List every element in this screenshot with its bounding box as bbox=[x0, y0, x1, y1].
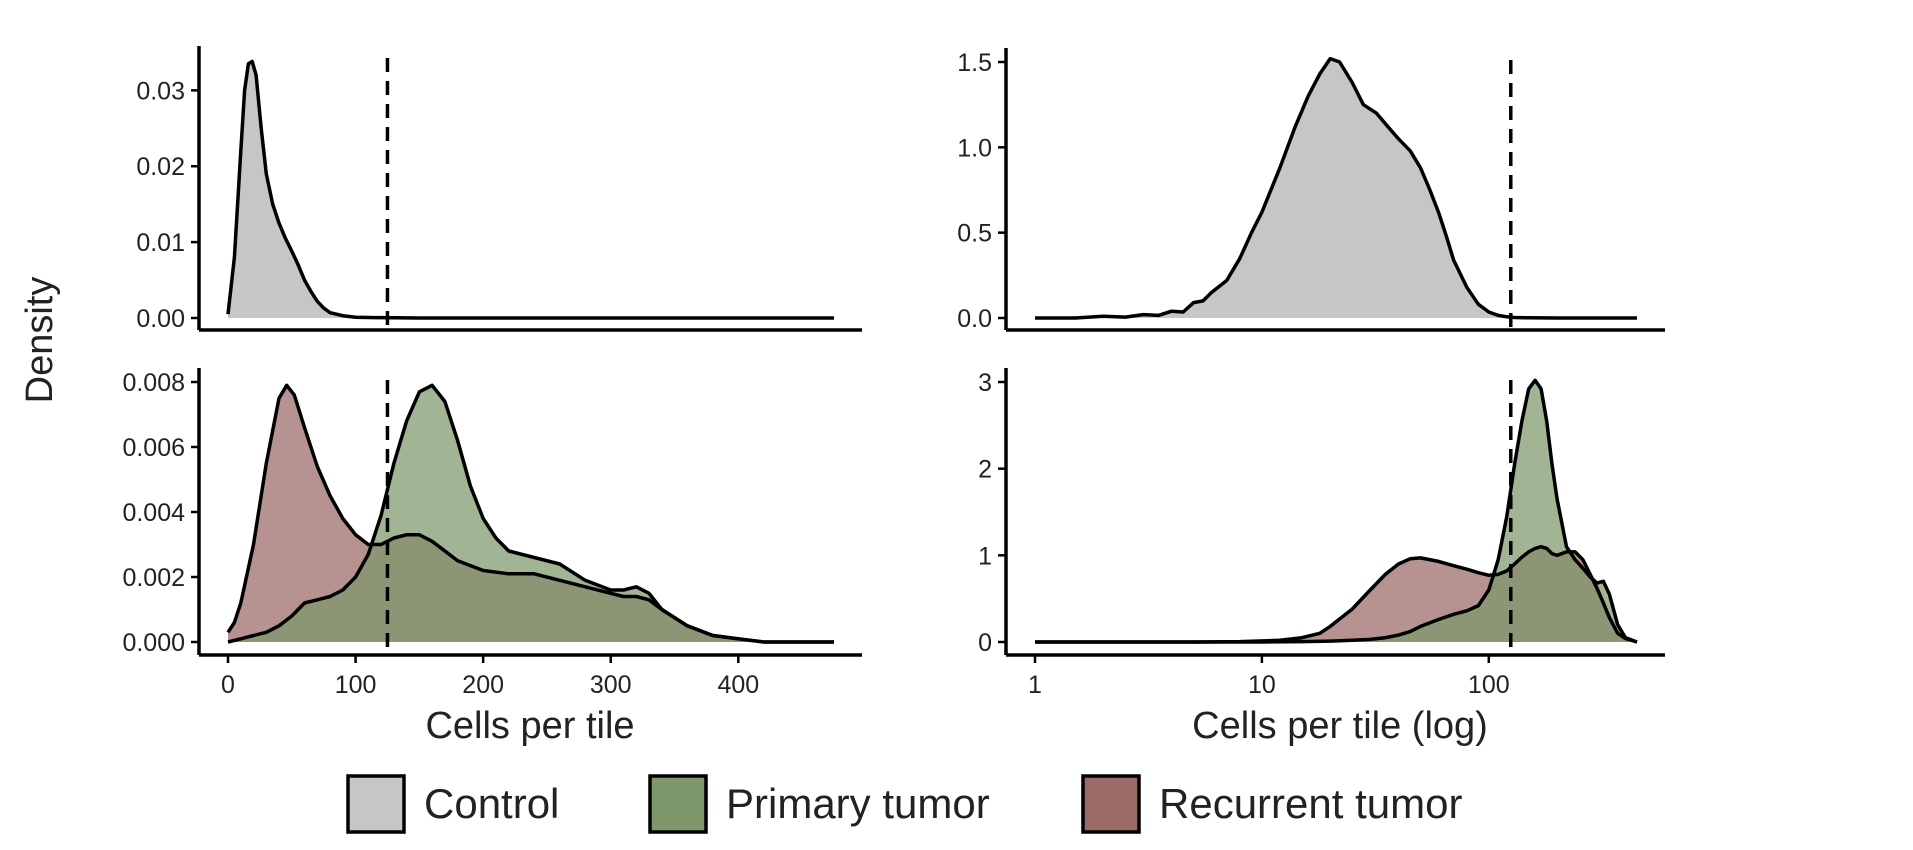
density-line-primary-bottom-left bbox=[227, 383, 834, 644]
y-tick-label-top-right: 1.5 bbox=[957, 49, 992, 77]
y-axis-title: Density bbox=[19, 277, 61, 404]
density-area-primary-bottom-left bbox=[228, 385, 834, 642]
density-line-recurrent-bottom-right bbox=[1035, 544, 1638, 644]
x-tick-label-bottom-left: 0 bbox=[221, 671, 235, 699]
y-tick-label-bottom-right: 1 bbox=[978, 542, 992, 570]
y-tick-label-bottom-right: 0 bbox=[978, 629, 992, 657]
y-tick-label-top-left: 0.03 bbox=[136, 77, 185, 105]
x-tick-label-bottom-right: 1 bbox=[1028, 671, 1042, 699]
panel-top-left: 0.00 0.01 0.02 0.03 bbox=[136, 46, 862, 333]
x-axis-title-left: Cells per tile bbox=[425, 705, 634, 747]
legend-swatch-control bbox=[346, 774, 406, 834]
x-axis-title-right: Cells per tile (log) bbox=[1192, 705, 1488, 747]
y-tick-label-bottom-left: 0.000 bbox=[122, 629, 185, 657]
x-tick-label-bottom-left: 300 bbox=[590, 671, 632, 699]
y-tick-label-top-right: 0.5 bbox=[957, 220, 992, 248]
y-tick-label-bottom-right: 3 bbox=[978, 369, 992, 397]
y-tick-label-top-left: 0.02 bbox=[136, 153, 185, 181]
density-line-primary-bottom-right bbox=[1035, 378, 1638, 644]
legend-label-primary: Primary tumor bbox=[726, 780, 990, 827]
legend: Control Primary tumor Recurrent tumor bbox=[346, 774, 1462, 834]
y-tick-label-bottom-right: 2 bbox=[978, 456, 992, 484]
density-line-control-top-right bbox=[1035, 56, 1637, 320]
x-tick-label-bottom-left: 100 bbox=[335, 671, 377, 699]
y-tick-label-top-right: 1.0 bbox=[957, 134, 992, 162]
x-tick-label-bottom-right: 100 bbox=[1468, 671, 1510, 699]
legend-label-recurrent: Recurrent tumor bbox=[1159, 780, 1462, 827]
legend-swatch-primary bbox=[648, 774, 708, 834]
y-tick-label-bottom-left: 0.006 bbox=[122, 434, 185, 462]
y-tick-label-top-right: 0.0 bbox=[957, 305, 992, 333]
y-tick-label-bottom-left: 0.008 bbox=[122, 369, 185, 397]
density-line-recurrent-bottom-left bbox=[226, 383, 834, 644]
x-tick-label-bottom-right: 10 bbox=[1248, 671, 1276, 699]
panel-top-right: 0.0 0.5 1.0 1.5 bbox=[957, 48, 1665, 333]
y-tick-label-top-left: 0.00 bbox=[136, 305, 185, 333]
panel-bottom-right: 0 1 2 3 1 10 100 bbox=[978, 368, 1665, 699]
y-tick-label-top-left: 0.01 bbox=[136, 229, 185, 257]
panel-bottom-left: 0.000 0.002 0.004 0.006 0.008 0 100 200 300 400 bbox=[122, 368, 862, 699]
density-line-control-top-left bbox=[226, 59, 834, 320]
x-tick-label-bottom-left: 400 bbox=[717, 671, 759, 699]
density-area-primary-bottom-right bbox=[1035, 380, 1637, 642]
density-area-control-top-left bbox=[228, 61, 834, 318]
y-tick-label-bottom-left: 0.002 bbox=[122, 564, 185, 592]
legend-label-control: Control bbox=[424, 780, 559, 827]
density-area-control-top-right bbox=[1035, 58, 1637, 318]
y-tick-label-bottom-left: 0.004 bbox=[122, 499, 185, 527]
x-tick-label-bottom-left: 200 bbox=[462, 671, 504, 699]
legend-swatch-recurrent bbox=[1081, 774, 1141, 834]
